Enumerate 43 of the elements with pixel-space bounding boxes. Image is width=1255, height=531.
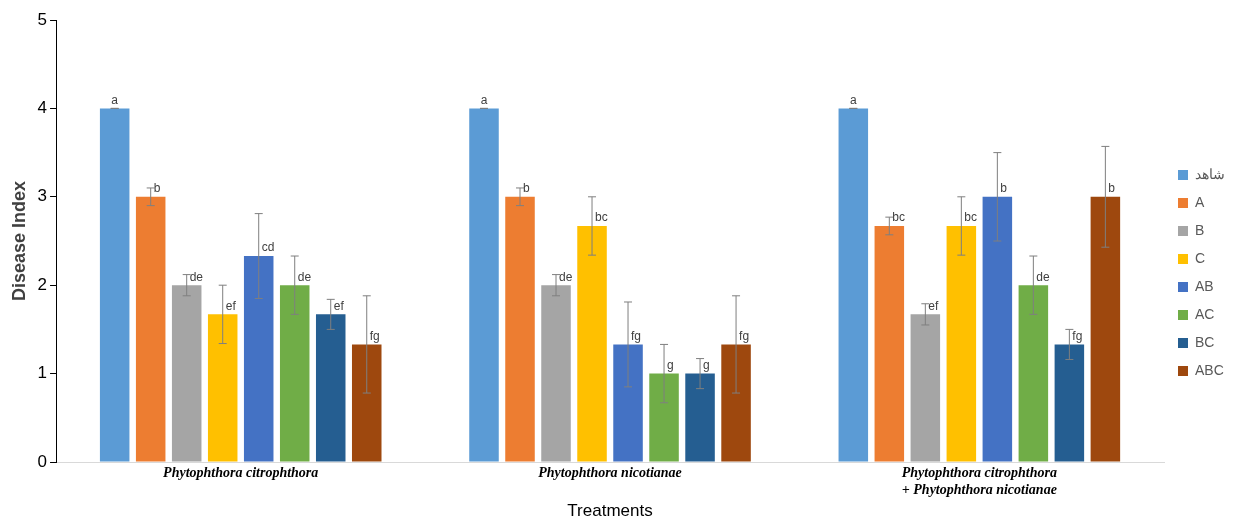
- data-label: b: [1108, 181, 1116, 196]
- data-label: b: [153, 181, 161, 196]
- data-label: g: [667, 357, 674, 372]
- legend-label: C: [1195, 249, 1206, 266]
- legend-label: AC: [1195, 305, 1215, 322]
- data-label: g: [703, 357, 710, 372]
- legend-label: A: [1195, 193, 1205, 210]
- data-label: de: [297, 269, 312, 284]
- data-label: ef: [333, 298, 345, 313]
- y-axis-title: Disease Index: [8, 180, 29, 302]
- y-tick-label: 3: [37, 186, 48, 206]
- data-label: fg: [369, 328, 380, 343]
- legend-label: B: [1195, 221, 1205, 238]
- legend-label: BC: [1195, 333, 1215, 350]
- data-label: bc: [595, 210, 608, 225]
- legend-label: شاهد: [1195, 165, 1225, 182]
- y-tick-label: 4: [37, 98, 48, 118]
- data-label: fg: [631, 328, 642, 343]
- data-label: ef: [225, 298, 237, 313]
- y-tick-label: 2: [37, 274, 48, 294]
- data-label: bc: [964, 210, 978, 225]
- data-label: b: [1000, 181, 1008, 196]
- data-label: bc: [892, 210, 906, 225]
- y-tick-label: 0: [37, 451, 48, 471]
- data-label: fg: [1072, 328, 1083, 343]
- data-label: a: [111, 92, 119, 107]
- data-label: de: [189, 269, 204, 284]
- x-tick-label: Phytophthora citrophthora: [163, 465, 319, 481]
- legend-label: AB: [1195, 277, 1214, 294]
- data-label: a: [849, 92, 857, 107]
- x-tick-label: Phytophthora citrophthora + Phytophthora nicotianae: [901, 465, 1057, 497]
- data-label: de: [1036, 269, 1051, 284]
- data-label: ef: [928, 298, 939, 313]
- data-label: fg: [739, 328, 750, 343]
- data-label: cd: [261, 240, 275, 255]
- data-label: a: [480, 92, 488, 107]
- y-tick-label: 5: [37, 9, 48, 29]
- y-tick-label: 1: [37, 363, 48, 383]
- legend-label: ABC: [1195, 361, 1224, 378]
- x-tick-label: Phytophthora nicotianae: [538, 465, 682, 481]
- x-axis-title: Treatments: [567, 501, 653, 521]
- data-label: de: [559, 269, 573, 284]
- data-label: b: [523, 181, 531, 196]
